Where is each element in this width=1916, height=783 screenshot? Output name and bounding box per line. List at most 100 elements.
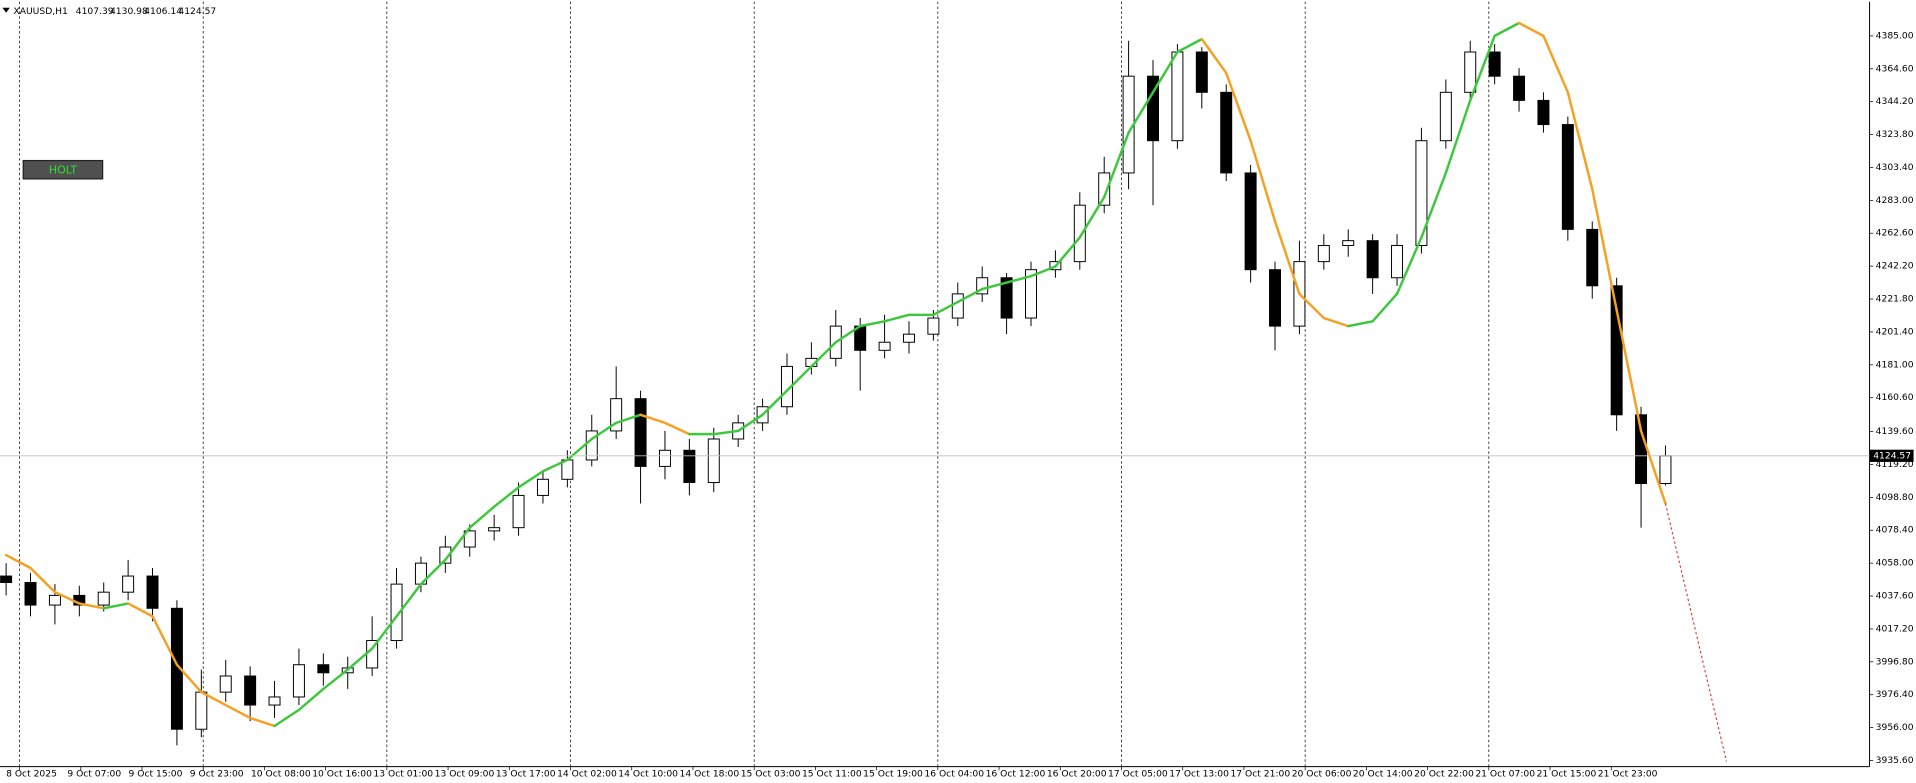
candle-body: [244, 675, 257, 706]
candle-body: [219, 675, 232, 693]
y-tick-label: 4139.60: [1876, 426, 1914, 437]
y-tick-label: 4323.80: [1876, 129, 1914, 140]
candle-body: [1561, 124, 1574, 230]
y-tick-label: 4283.00: [1876, 195, 1914, 206]
holt-segment: [1005, 274, 1033, 284]
holt-button[interactable]: HOLT: [22, 159, 104, 180]
holt-segment: [590, 421, 618, 441]
y-tick-label: 4058.00: [1876, 558, 1914, 569]
time-label: 17 Oct 05:00: [1108, 768, 1168, 779]
y-tick-label: 4221.80: [1876, 294, 1914, 305]
candle-body: [170, 607, 183, 730]
holt-segment: [78, 602, 105, 610]
holt-segment: [1249, 139, 1277, 223]
candle-body: [1513, 75, 1526, 101]
y-tick-label: 4119.20: [1876, 459, 1914, 470]
candle-body: [1073, 204, 1086, 263]
candle-body: [24, 582, 37, 606]
menu-icon[interactable]: [2, 7, 10, 13]
holt-segment: [126, 602, 154, 618]
holt-segment: [102, 602, 130, 610]
time-label: 8 Oct 2025: [6, 768, 57, 779]
time-label: 10 Oct 16:00: [312, 768, 372, 779]
holt-segment: [810, 341, 838, 368]
holt-segment: [468, 505, 496, 529]
holt-segment: [712, 429, 740, 436]
candle-body: [1391, 245, 1404, 279]
time-label: 16 Oct 12:00: [986, 768, 1046, 779]
time-label: 10 Oct 08:00: [251, 768, 311, 779]
holt-segment: [175, 663, 203, 694]
y-tick-label: 4385.00: [1876, 30, 1914, 41]
time-label: 16 Oct 04:00: [924, 768, 984, 779]
holt-segment: [736, 413, 764, 433]
candle-body: [1342, 240, 1355, 246]
holt-segment: [1639, 429, 1667, 505]
holt-segment: [444, 526, 471, 562]
holt-segment: [980, 281, 1008, 291]
button-bg[interactable]: [22, 159, 104, 180]
y-tick-label: 3996.80: [1876, 656, 1914, 667]
time-label: 14 Oct 02:00: [557, 768, 617, 779]
holt-segment: [1151, 50, 1179, 94]
holt-segment: [1469, 34, 1496, 102]
y-tick-label: 4098.80: [1876, 492, 1914, 503]
candle-body: [951, 293, 964, 319]
header-low: 4106.14: [144, 6, 182, 17]
holt-segment: [53, 590, 81, 605]
candle-body: [268, 696, 281, 706]
time-label: 15 Oct 19:00: [863, 768, 923, 779]
time-label: 15 Oct 03:00: [741, 768, 801, 779]
candle-body: [1317, 245, 1330, 263]
candle-body: [146, 575, 159, 609]
holt-segment: [1591, 187, 1618, 312]
y-tick-label: 3935.60: [1876, 755, 1914, 766]
holt-segment: [1224, 71, 1252, 142]
holt-segment: [1200, 37, 1228, 75]
candle-body: [97, 591, 110, 606]
candle-body: [1171, 51, 1184, 142]
time-label: 14 Oct 10:00: [618, 768, 678, 779]
time-label: 13 Oct 01:00: [373, 768, 433, 779]
time-label: 9 Oct 23:00: [190, 768, 244, 779]
candle-body: [0, 575, 13, 583]
candle-body: [439, 546, 452, 564]
time-label: 20 Oct 14:00: [1353, 768, 1413, 779]
holt-segment: [248, 716, 276, 728]
candle-body: [976, 277, 989, 295]
holt-segment: [834, 324, 862, 344]
holt-segment: [1176, 37, 1204, 54]
time-label: 17 Oct 13:00: [1169, 768, 1229, 779]
holt-segment: [1102, 131, 1130, 199]
candle-body: [610, 398, 623, 432]
current-price-label: 4124.57: [1873, 450, 1911, 461]
time-label: 21 Oct 07:00: [1475, 768, 1535, 779]
candle-body: [1220, 91, 1233, 174]
time-label: 21 Oct 23:00: [1598, 768, 1658, 779]
holt-segment: [151, 615, 179, 666]
y-tick-label: 3956.00: [1876, 722, 1914, 733]
button-label[interactable]: HOLT: [49, 163, 78, 176]
holt-segment: [1615, 308, 1643, 433]
candle-body: [1366, 240, 1379, 279]
holt-segment: [370, 615, 398, 650]
holt-segment: [1078, 195, 1106, 239]
y-tick-label: 4242.20: [1876, 261, 1914, 272]
y-tick-label: 4201.40: [1876, 326, 1914, 337]
candle-body: [903, 333, 915, 343]
header-open: 4107.39: [76, 6, 114, 17]
candle-body: [48, 594, 61, 606]
candle-body: [122, 575, 135, 593]
y-tick-label: 4181.00: [1876, 359, 1914, 370]
candle-body: [195, 691, 208, 730]
grid: [19, 1, 1490, 767]
candle-body: [1537, 99, 1550, 126]
time-label: 13 Oct 09:00: [435, 768, 495, 779]
y-tick-label: 4017.20: [1876, 623, 1914, 634]
holt-segment: [1347, 320, 1374, 328]
candle-body: [1610, 285, 1623, 416]
holt-segment: [541, 458, 569, 473]
holt-segment: [224, 703, 252, 720]
time-label: 20 Oct 06:00: [1292, 768, 1352, 779]
